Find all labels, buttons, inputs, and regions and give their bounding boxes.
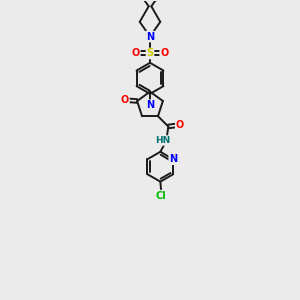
Text: N: N — [146, 32, 154, 41]
Text: N: N — [169, 154, 177, 164]
Text: Cl: Cl — [156, 190, 167, 201]
Text: S: S — [146, 48, 154, 59]
Text: HN: HN — [155, 136, 170, 145]
Text: O: O — [176, 120, 184, 130]
Text: O: O — [131, 48, 140, 59]
Text: N: N — [146, 100, 154, 110]
Text: O: O — [160, 48, 169, 59]
Text: O: O — [121, 95, 129, 105]
